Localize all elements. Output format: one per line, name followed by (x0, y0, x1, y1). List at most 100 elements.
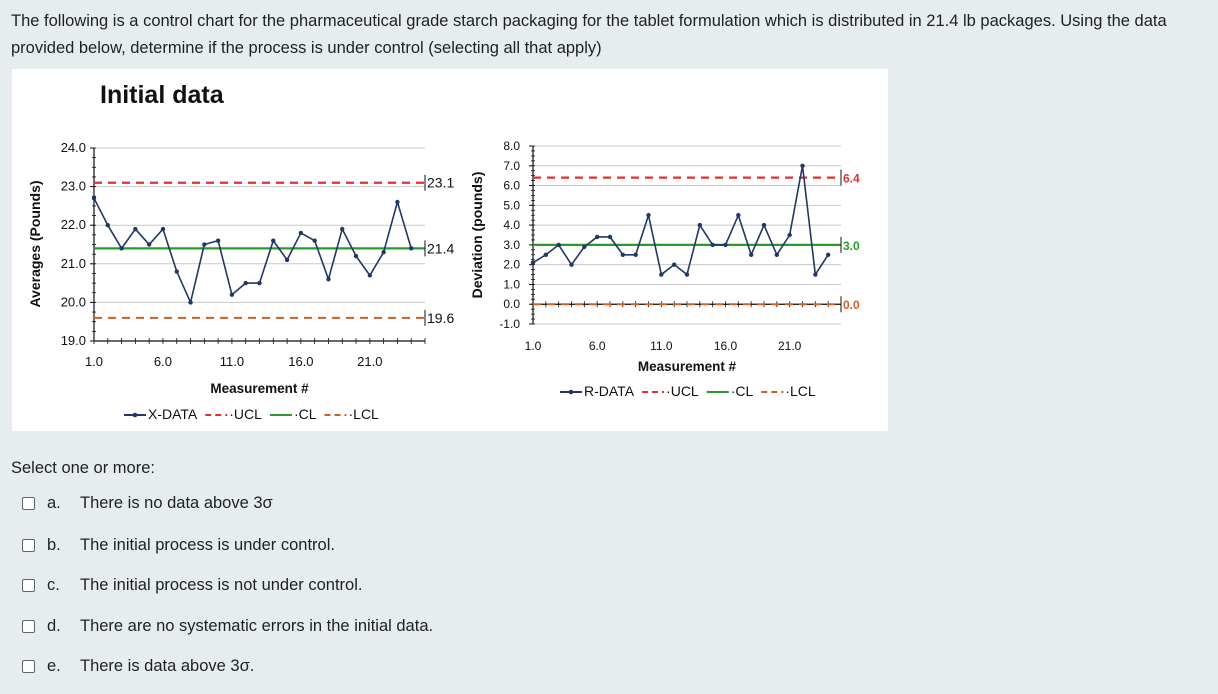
option-letter: d. (47, 616, 61, 635)
data-point (697, 222, 703, 228)
y-axis-title: Averages (Pounds) (27, 180, 43, 307)
checkbox-c[interactable] (22, 578, 35, 592)
limit-label-ucl: 23.1 (427, 175, 454, 191)
x-tick-label: 16.0 (714, 339, 738, 353)
data-point (215, 238, 221, 243)
chart-title: Initial data (100, 81, 225, 109)
checkbox-a[interactable] (22, 496, 35, 510)
option-d[interactable]: d. There are no systematic errors in the… (22, 614, 433, 638)
data-point (381, 250, 386, 255)
data-point (174, 269, 179, 274)
legend-label: ·UCL (666, 383, 699, 399)
data-point (160, 226, 166, 232)
x-tick-label: 6.0 (589, 339, 606, 353)
data-point (298, 230, 304, 236)
x-tick-label: 21.0 (778, 339, 802, 353)
data-point (312, 238, 317, 243)
data-point (353, 253, 359, 259)
option-e[interactable]: e. There is data above 3σ. (22, 654, 254, 678)
legend-label: ·LCL (349, 406, 380, 422)
y-tick-label: 1.0 (503, 277, 520, 291)
y-tick-label: 6.0 (503, 179, 520, 193)
data-point (633, 252, 638, 257)
legend-marker (132, 412, 138, 418)
data-point (284, 257, 290, 263)
data-point (202, 242, 207, 247)
select-prompt: Select one or more: (11, 459, 155, 477)
legend-label: X-DATA (148, 406, 198, 422)
data-point (105, 223, 110, 228)
option-letter: b. (47, 535, 61, 554)
legend-label: ·CL (731, 383, 754, 399)
limit-label-cl: 3.0 (843, 239, 860, 253)
data-point (119, 246, 124, 251)
checkbox-e[interactable] (22, 659, 35, 673)
option-text: There is no data above 3σ (80, 493, 273, 512)
data-point (774, 252, 780, 257)
legend-label: ·CL (294, 406, 317, 422)
data-point (607, 234, 613, 240)
data-point (582, 244, 587, 250)
data-point (188, 300, 193, 305)
data-point (748, 252, 754, 257)
data-point (761, 222, 767, 228)
option-a[interactable]: a. There is no data above 3σ (22, 491, 273, 515)
data-point (736, 213, 741, 218)
option-text: There is data above 3σ. (80, 656, 255, 675)
control-chart-figure: Initial data 24.0 23.0 22.0 21.0 20.0 19.0 1.0… (12, 69, 888, 431)
limit-label-cl: 21.4 (427, 240, 454, 256)
data-point (530, 260, 536, 265)
y-axis-title: Deviation (pounds) (469, 172, 485, 299)
y-tick-label: 0.0 (503, 297, 520, 311)
data-point (326, 277, 331, 282)
data-point (671, 262, 677, 267)
y-tick-label: 2.0 (503, 258, 520, 272)
data-point (395, 199, 400, 205)
data-point (367, 273, 373, 278)
checkbox-d[interactable] (22, 619, 35, 633)
data-point (684, 272, 690, 277)
data-series-line (532, 165, 829, 277)
y-tick-label: 23.0 (61, 179, 86, 194)
option-letter: c. (47, 575, 60, 594)
y-tick-label: 20.0 (61, 294, 86, 309)
data-point (243, 280, 248, 286)
limit-label-lcl: 0.0 (843, 298, 860, 312)
option-text: The initial process is not under control… (80, 575, 363, 594)
legend-label: ·UCL (229, 406, 262, 422)
data-point (620, 252, 626, 257)
y-tick-label: 3.0 (503, 238, 520, 252)
data-point (723, 242, 728, 248)
data-point (133, 226, 138, 232)
data-point (825, 252, 831, 257)
x-tick-label: 11.0 (220, 354, 244, 369)
x-tick-label: 11.0 (650, 339, 673, 353)
data-point (800, 163, 805, 168)
data-point (257, 280, 262, 286)
data-point (146, 242, 152, 247)
x-tick-label: 16.0 (288, 354, 313, 369)
legend-label: R-DATA (584, 383, 635, 399)
y-tick-label: 4.0 (503, 218, 520, 232)
y-tick-label: 8.0 (503, 139, 520, 153)
data-point (813, 272, 818, 277)
option-letter: a. (47, 493, 61, 512)
y-tick-label: -1.0 (499, 317, 520, 331)
data-point (646, 213, 651, 218)
legend-marker (568, 389, 574, 395)
limit-label-lcl: 19.6 (427, 310, 454, 326)
legend-label: ·LCL (785, 383, 816, 399)
data-point (569, 262, 574, 267)
data-point (710, 242, 715, 248)
question-text: The following is a control chart for the… (11, 12, 1167, 57)
data-point (659, 272, 664, 277)
data-series-line (93, 197, 412, 305)
y-tick-label: 19.0 (61, 333, 86, 348)
option-c[interactable]: c. The initial process is not under cont… (22, 573, 362, 597)
x-axis-title: Measurement # (210, 381, 309, 396)
option-b[interactable]: b. The initial process is under control. (22, 533, 335, 557)
x-axis-title: Measurement # (638, 359, 737, 374)
x-tick-label: 1.0 (525, 339, 542, 353)
checkbox-b[interactable] (22, 538, 35, 552)
data-point (556, 242, 561, 248)
